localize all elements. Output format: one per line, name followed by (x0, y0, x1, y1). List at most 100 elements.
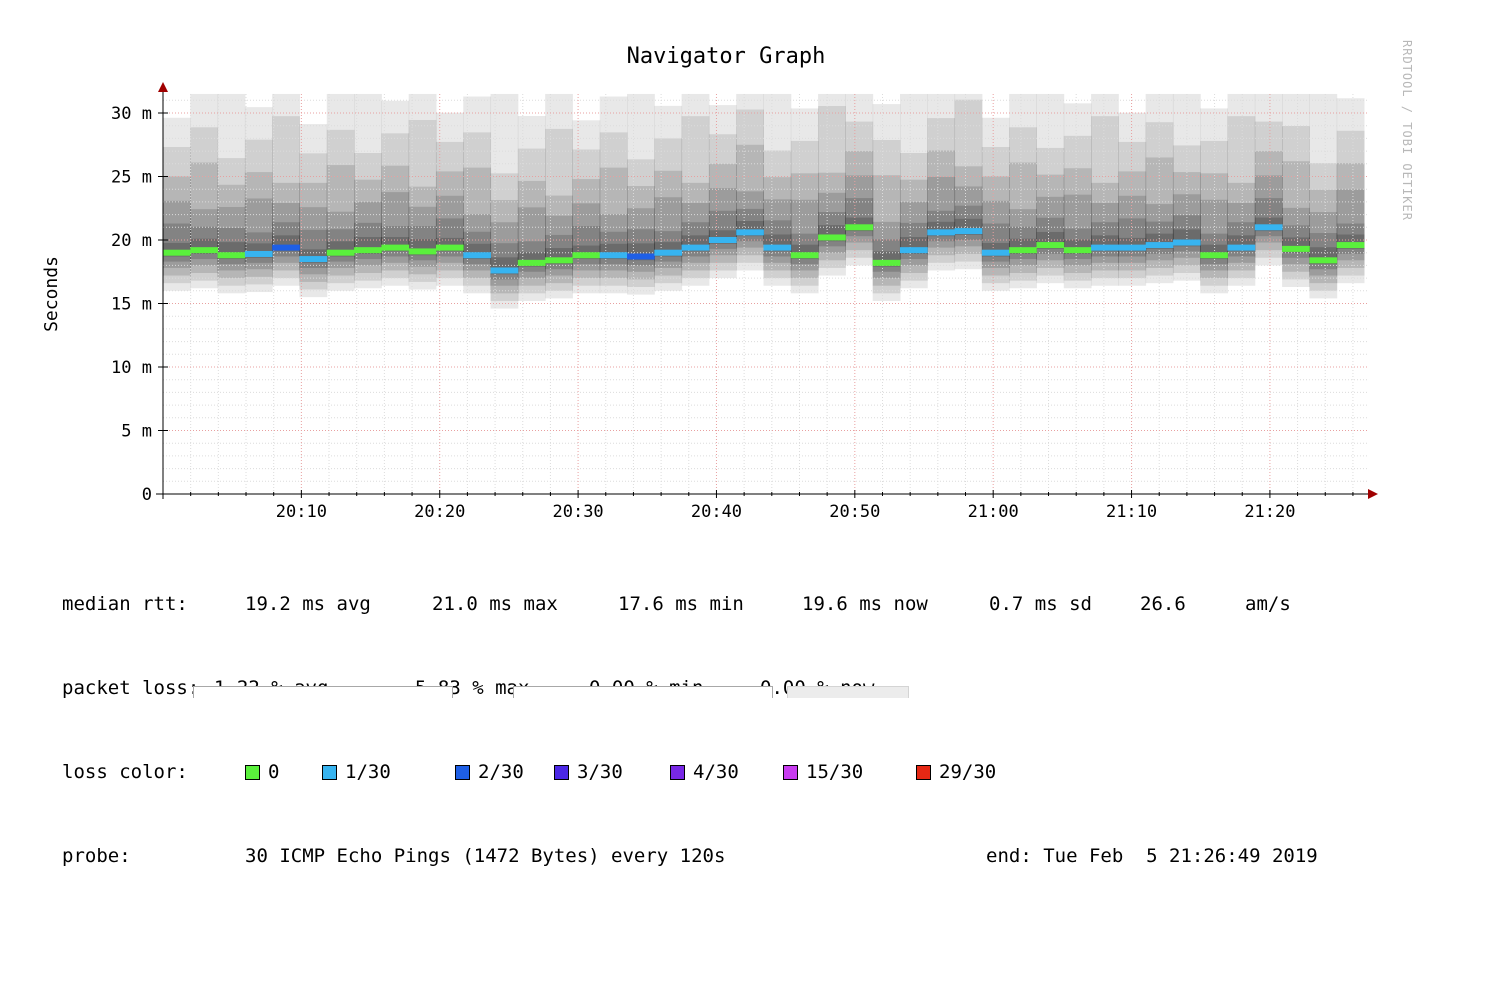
median-segment (1254, 224, 1283, 231)
median-amps: 26.6 (1140, 593, 1186, 615)
rrdtool-watermark: RRDTOOL / TOBI OETIKER (1400, 40, 1414, 221)
smoke-band (599, 214, 628, 271)
smoke-band (1009, 226, 1037, 260)
legend-loss-color-row: loss color: 0 1/30 2/30 3/30 4/30 15/30 29/30 (62, 758, 1422, 786)
median-sd: 0.7 ms sd (989, 593, 1092, 615)
smoke-band (408, 206, 437, 267)
smoke-band (681, 116, 710, 279)
smoke-band (1009, 93, 1037, 289)
smoke-band (408, 93, 437, 290)
median-segment (681, 244, 710, 251)
median-segment (899, 247, 928, 254)
loss-color-swatch (245, 765, 260, 780)
smoke-band (818, 106, 846, 268)
median-segment (217, 252, 246, 259)
median-segment (1336, 242, 1365, 249)
smoke-band (818, 172, 846, 261)
smoke-band (1227, 222, 1256, 257)
median-segment (654, 249, 683, 256)
legend-probe-row: probe: 30 ICMP Echo Pings (1472 Bytes) e… (62, 842, 1422, 870)
smoke-band (1063, 103, 1092, 289)
median-segment (736, 229, 764, 236)
median-segment (244, 250, 273, 257)
smoke-band (981, 117, 1010, 291)
median-segment (326, 249, 355, 256)
smoke-band (954, 99, 983, 262)
smoke-band (599, 167, 628, 279)
generate-button[interactable] (787, 686, 909, 698)
smoke-band (1254, 93, 1283, 266)
smoke-band (299, 207, 328, 275)
median-now: 19.6 ms now (802, 593, 928, 615)
smoke-band (763, 150, 792, 279)
smoke-band (818, 93, 846, 276)
median-segment (463, 252, 491, 259)
loss-color-swatch (670, 765, 685, 780)
smoke-band (217, 158, 246, 286)
smoke-band (435, 171, 464, 271)
smoke-band (299, 124, 328, 298)
smoke-band (1282, 207, 1310, 265)
y-tick-label: 25 m (111, 168, 152, 188)
loss-color-item: 0 (245, 758, 279, 786)
smoke-band (927, 176, 956, 248)
smoke-band (1036, 196, 1065, 261)
axes (156, 82, 1378, 499)
median-segment (190, 247, 218, 254)
median-segment (927, 229, 955, 236)
median-segment (1036, 242, 1065, 249)
median-segment (627, 253, 655, 260)
smoke-band (1009, 162, 1037, 274)
median-segment (1091, 244, 1119, 251)
smoke-band (381, 226, 410, 257)
loss-color-item: 29/30 (916, 758, 996, 786)
loss-color-text: 3/30 (577, 761, 623, 783)
smoke-bands (163, 93, 1365, 309)
legend: median rtt: 19.2 ms avg 21.0 ms max 17.6… (62, 534, 1422, 898)
smoke-band (899, 179, 928, 274)
median-segment (790, 252, 819, 259)
smoke-band (763, 93, 792, 286)
smoke-band (627, 93, 655, 295)
smoke-band (981, 176, 1010, 276)
smoke-band (927, 150, 956, 256)
x-tick-label: 20:20 (414, 502, 465, 522)
smoke-band (244, 198, 273, 270)
smoke-band (927, 118, 956, 263)
smoke-band (545, 195, 573, 284)
smoke-band (1118, 141, 1147, 279)
x-axis-arrow (1368, 489, 1378, 499)
loss-color-text: 2/30 (478, 761, 524, 783)
smoke-band (872, 221, 901, 279)
start-time-input[interactable] (193, 686, 453, 698)
smoke-band (1009, 209, 1037, 266)
median-avg: 19.2 ms avg (245, 593, 371, 615)
smoke-band (354, 201, 382, 266)
y-tick-labels: 0 5 m 10 m 15 m 20 m 25 m 30 m (111, 104, 152, 505)
smoke-band (708, 163, 737, 263)
smoke-band (408, 119, 437, 282)
smoke-band (981, 200, 1010, 268)
y-axis-arrow (158, 82, 168, 92)
smoke-band (1282, 93, 1310, 287)
end-time-input[interactable] (513, 686, 773, 698)
smoke-band (954, 166, 983, 254)
smoke-band (190, 93, 219, 289)
median-segment (545, 257, 573, 264)
median-segment (272, 244, 300, 251)
smoke-band (736, 109, 764, 263)
x-tick-label: 21:00 (968, 502, 1019, 522)
smoke-band (1282, 161, 1310, 272)
smoke-band (654, 138, 683, 284)
loss-color-label: loss color: (62, 761, 188, 783)
smoke-band (1282, 225, 1310, 258)
median-segment (1227, 244, 1256, 251)
smoke-band (572, 149, 601, 286)
median-segment (354, 247, 382, 254)
smoke-band (190, 127, 219, 281)
smoke-band (654, 231, 683, 262)
loss-color-text: 15/30 (806, 761, 864, 783)
median-amps-unit: am/s (1245, 593, 1291, 615)
smoke-band (954, 205, 983, 240)
smoke-band (1036, 174, 1065, 268)
